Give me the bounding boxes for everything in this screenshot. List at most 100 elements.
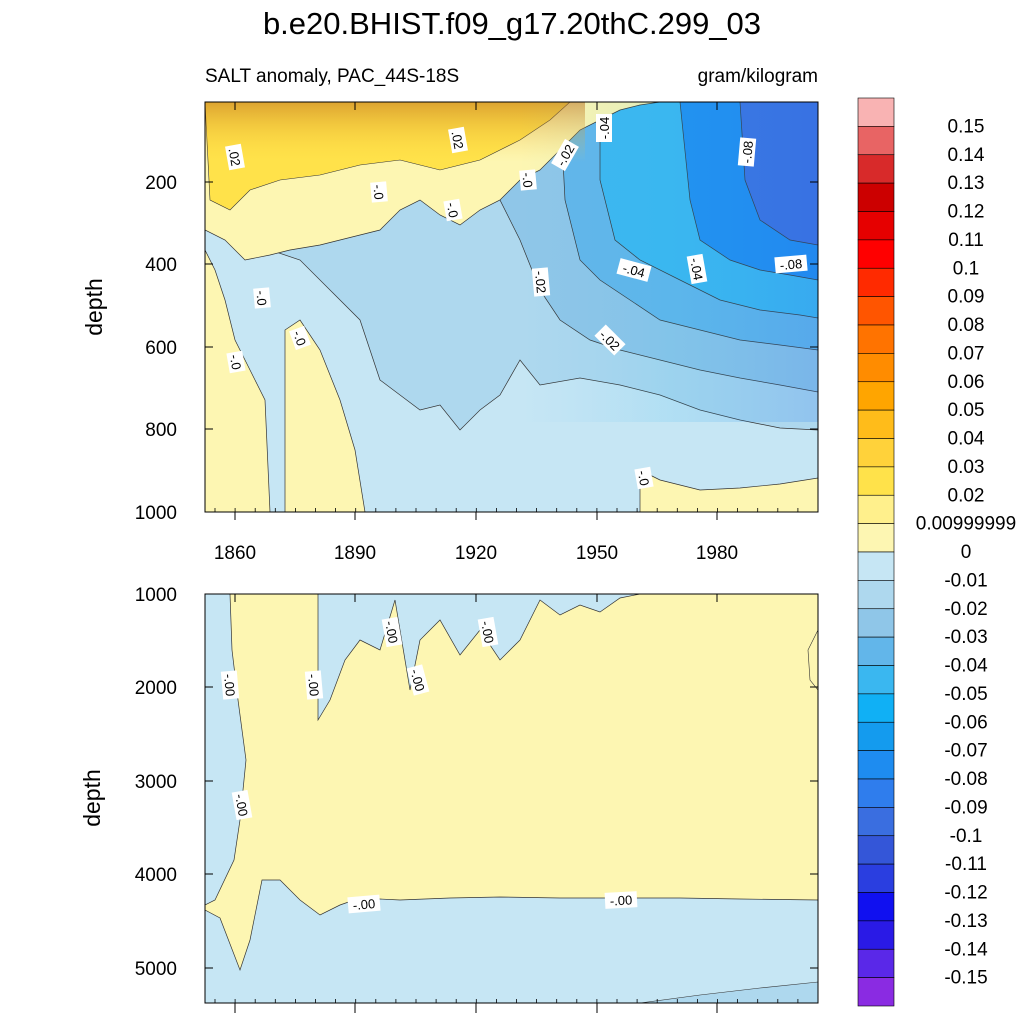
colorbar-label: 0.15 [948,116,985,137]
contour-label: -.04 [597,117,612,139]
colorbar-label: 0.00999999 [916,514,1016,535]
upper-y-tick-label: 600 [145,338,177,359]
colorbar-swatch [857,948,895,978]
colorbar-swatch [857,409,895,439]
contour-label: -.00 [305,673,322,697]
colorbar-label: 0.03 [948,457,985,478]
contour-label: -.08 [779,256,803,273]
colorbar-swatch [857,182,895,212]
contour-label: -.0 [290,328,309,347]
colorbar-swatch [857,324,895,354]
colorbar-swatch [857,239,895,269]
upper-y-tick-label: 200 [145,173,177,194]
colorbar-label: 0.1 [953,258,979,279]
subtitle-left: SALT anomaly, PAC_44S-18S [205,66,459,87]
colorbar-label: -0.11 [945,854,987,875]
colorbar-swatch [857,438,895,468]
lower-negative-top [317,594,641,722]
contour-label: -.0 [370,184,386,200]
lower-y-axis-label: depth [79,769,105,827]
lower-panel: -.00 -.00 -.00 -.00 -.00 -.00 -.00 -.00 [205,594,818,1003]
contour-label: -.00 [407,667,427,693]
contour-label: -.0 [444,201,461,219]
x-tick-label: 1950 [576,543,618,564]
x-tick-label: 1890 [334,543,376,564]
colorbar-label: -0.01 [944,570,987,591]
contour-label: -.04 [621,260,647,280]
colorbar-swatch [857,154,895,184]
colorbar-swatch [857,863,895,893]
lower-y-tick-label: 2000 [135,678,177,699]
contour-label: -.00 [478,620,497,645]
colorbar-label: -0.05 [944,684,987,705]
colorbar-swatch [857,551,895,581]
x-tick-label: 1860 [214,543,256,564]
contour-label: -.00 [382,620,401,645]
colorbar-label: 0.14 [948,145,985,166]
contour-label: -.0 [635,469,652,487]
lower-negative-bottom-right [639,981,818,1003]
colorbar-swatch [857,835,895,865]
upper-positive-left [205,249,271,512]
colorbar-label: 0.06 [948,372,985,393]
chart-title: b.e20.BHIST.f09_g17.20thC.299_03 [263,6,761,41]
lower-frame [204,593,819,1004]
colorbar-swatch [857,97,895,127]
colorbar-swatch [857,353,895,383]
colorbar-swatch [857,778,895,808]
upper-positive-mid [284,319,366,512]
colorbar-swatch [857,608,895,638]
contour-label: -.00 [232,793,251,818]
upper-y-tick-label: 1000 [135,503,177,524]
lower-y-tick-label: 4000 [135,865,177,886]
colorbar-label: 0.05 [948,400,985,421]
colorbar-label: 0.11 [948,230,984,251]
colorbar-label: -0.02 [944,599,987,620]
colorbar-swatch [857,580,895,610]
contour-label: -.0 [519,172,535,188]
colorbar-swatch [857,523,895,553]
contour-label: -.00 [609,892,632,908]
colorbar-label: -0.09 [944,797,987,818]
colorbar-swatch [857,381,895,411]
colorbar-swatch [857,721,895,751]
colorbar-label: 0.07 [948,343,985,364]
upper-y-axis-label: depth [81,278,107,336]
colorbar-label: -0.08 [944,769,987,790]
x-tick-label: 1920 [455,543,497,564]
colorbar-label: -0.13 [944,911,987,932]
contour-label: -.04 [687,257,706,282]
colorbar-swatch [857,636,895,666]
colorbar-label: 0.12 [948,202,985,223]
x-tick-label: 1980 [696,543,738,564]
contour-label: -.0 [227,353,244,371]
upper-panel: .02 .02 -.04 -.02 -.0 -.0 -.0 -.08 -.04 … [205,102,818,512]
upper-y-tick-label: 800 [145,420,177,441]
upper-y-tick-label: 400 [145,255,177,276]
colorbar-label: -0.1 [950,826,983,847]
lower-contour-labels: -.00 -.00 -.00 -.00 -.00 -.00 -.00 -.00 [220,616,638,914]
colorbar-label: -0.03 [944,627,987,648]
colorbar-swatch [857,267,895,297]
contour-label: -.02 [532,270,549,294]
colorbar-label: -0.15 [944,968,987,989]
colorbar-swatch [857,693,895,723]
contour-label: -.00 [221,673,238,697]
axes-group: 200 400 600 800 1000 1000 2000 3000 4000 5000 1860… [79,102,818,1013]
colorbar-label: 0 [961,542,972,563]
upper-frame [204,101,819,513]
colorbar-label: 0.08 [948,315,985,336]
colorbar-label: 0.02 [948,485,985,506]
colorbar-swatch [857,807,895,837]
lower-y-tick-label: 5000 [135,959,177,980]
colorbar-swatch [857,296,895,326]
colorbar-swatch [857,665,895,695]
colorbar-swatch [857,920,895,950]
colorbar-swatch [857,494,895,524]
colorbar-label: -0.06 [944,712,987,733]
colorbar-swatch [857,892,895,922]
colorbar-label: -0.14 [944,939,988,960]
colorbar-swatch [857,126,895,156]
colorbar-label: -0.07 [944,741,987,762]
